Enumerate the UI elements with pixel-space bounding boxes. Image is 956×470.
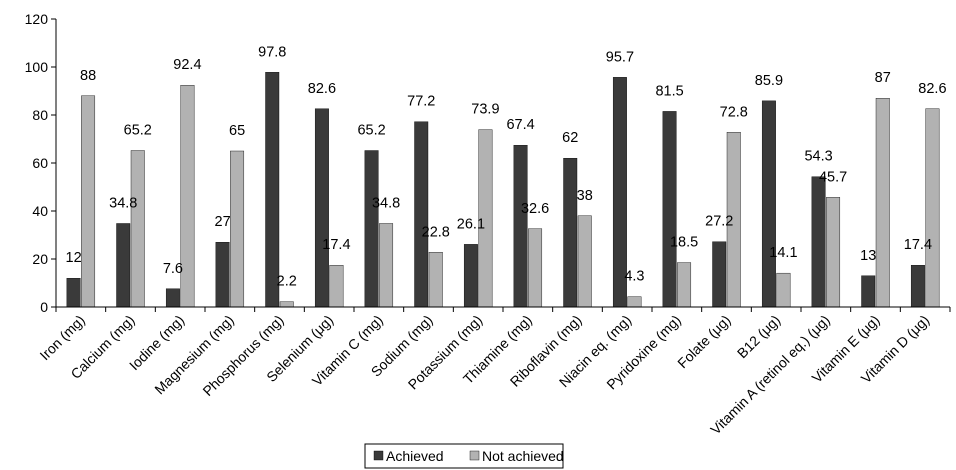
bar-achieved: [811, 176, 826, 308]
data-label: 88: [80, 68, 96, 84]
data-label: 92.4: [173, 57, 201, 73]
bar-not-achieved: [379, 223, 394, 308]
bar-achieved: [314, 108, 329, 308]
bar-achieved: [116, 223, 131, 308]
y-tick-label: 20: [32, 251, 48, 267]
bar-achieved: [563, 157, 578, 308]
legend-label-not-achieved: Not achieved: [482, 448, 564, 464]
bar-achieved: [662, 111, 677, 308]
legend-box: [364, 443, 564, 469]
data-label: 34.8: [372, 195, 400, 211]
data-label: 22.8: [422, 224, 450, 240]
y-tick-label: 120: [25, 11, 49, 27]
y-tick-label: 60: [32, 155, 48, 171]
bar-achieved: [215, 241, 230, 308]
data-label: 2.2: [277, 274, 297, 290]
x-category-label: B12 (μg): [734, 312, 783, 361]
data-label: 38: [577, 188, 593, 204]
data-label: 17.4: [322, 237, 350, 253]
bar-not-achieved: [428, 252, 443, 308]
x-axis-category-labels: Iron (mg)Calcium (mg)Iodine (mg)Magnesiu…: [36, 312, 932, 438]
data-label: 72.8: [720, 104, 748, 120]
data-label: 97.8: [258, 44, 286, 60]
y-tick-label: 80: [32, 107, 48, 123]
legend: Achieved Not achieved: [364, 443, 564, 469]
x-category-label: Folate (μg): [674, 312, 733, 371]
bar-not-achieved: [81, 95, 96, 308]
bar-achieved: [861, 275, 876, 308]
y-tick-label: 40: [32, 203, 48, 219]
data-label: 65: [229, 123, 245, 139]
data-label: 95.7: [606, 49, 634, 65]
bar-achieved: [712, 241, 727, 308]
data-label: 14.1: [769, 245, 797, 261]
bar-achieved: [165, 288, 180, 308]
data-label: 87: [875, 70, 891, 86]
data-label: 81.5: [655, 83, 683, 99]
bar-achieved: [414, 121, 429, 308]
y-tick-label: 100: [25, 59, 49, 75]
bar-not-achieved: [577, 215, 592, 308]
data-label: 4.3: [624, 269, 644, 285]
bar-achieved: [910, 265, 925, 308]
data-label: 27.2: [705, 214, 733, 230]
bar-not-achieved: [230, 150, 245, 308]
bar-achieved: [265, 72, 280, 308]
data-label: 34.8: [109, 195, 137, 211]
bar-not-achieved: [875, 97, 890, 308]
bar-achieved: [761, 100, 776, 308]
bar-not-achieved: [627, 296, 642, 308]
bar-not-achieved: [279, 301, 294, 308]
y-tick-label: 0: [40, 299, 48, 315]
legend-swatch-not-achieved: [469, 450, 480, 461]
data-label: 65.2: [124, 123, 152, 139]
bar-achieved: [463, 244, 478, 308]
legend-swatch-achieved: [373, 450, 384, 461]
bar-not-achieved: [925, 108, 940, 308]
bar-achieved: [513, 145, 528, 308]
legend-label-achieved: Achieved: [386, 448, 444, 464]
bar-not-achieved: [329, 265, 344, 308]
data-label: 65.2: [357, 123, 385, 139]
bar-not-achieved: [528, 228, 543, 308]
data-label: 85.9: [755, 73, 783, 89]
data-label: 73.9: [471, 102, 499, 118]
data-label: 82.6: [918, 81, 946, 97]
data-label: 77.2: [407, 94, 435, 110]
data-label: 12: [66, 250, 82, 266]
data-label: 17.4: [904, 237, 932, 253]
data-label: 27: [215, 214, 231, 230]
bar-not-achieved: [677, 262, 692, 308]
data-label: 7.6: [163, 261, 183, 277]
data-label: 67.4: [506, 117, 534, 133]
x-category-label: Iron (mg): [36, 312, 87, 363]
data-label: 13: [860, 248, 876, 264]
data-label: 54.3: [804, 149, 832, 165]
data-label: 32.6: [521, 201, 549, 217]
y-axis-ticks: 0 20 40 60 80 100 120: [25, 11, 56, 315]
bar-not-achieved: [130, 150, 145, 308]
data-labels: 12 88 34.8 65.2 7.6 92.4 27 65 97.8 2.2 82.6 17.4 65…: [66, 44, 947, 289]
data-label: 82.6: [308, 81, 336, 97]
bars: [66, 72, 940, 308]
bar-achieved: [66, 278, 81, 308]
bar-achieved: [364, 150, 379, 308]
data-label: 62: [562, 130, 578, 146]
bar-not-achieved: [776, 272, 791, 308]
bar-not-achieved: [826, 197, 841, 308]
axes: [55, 19, 951, 312]
data-label: 26.1: [457, 216, 485, 232]
data-label: 18.5: [670, 235, 698, 251]
data-label: 45.7: [819, 169, 847, 185]
